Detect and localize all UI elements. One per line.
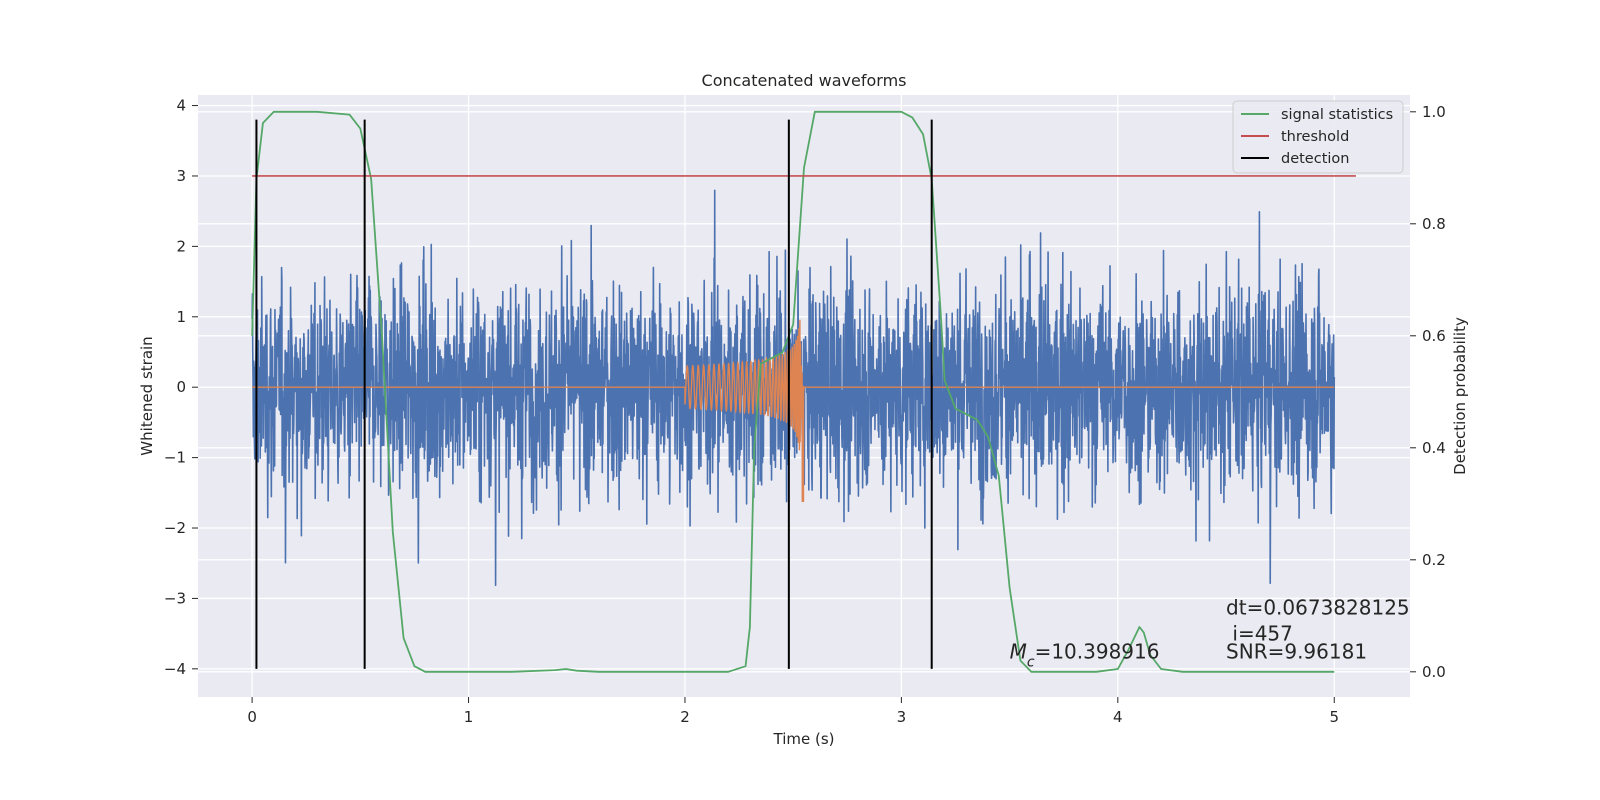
y2-tick-label: 0.6 (1422, 327, 1446, 345)
x-axis-label: Time (s) (773, 730, 835, 748)
chirp-mass-annotation: Mc=10.398916 (1010, 639, 1160, 670)
y-tick-label: 3 (176, 167, 186, 185)
legend-box (1232, 100, 1404, 174)
y2-tick-label: 0.0 (1422, 663, 1446, 681)
legend: signal statistics threshold detection (1232, 100, 1404, 174)
x-tick-label: 0 (247, 708, 257, 726)
chirp-mass-symbol: M (1010, 639, 1027, 663)
dt-annotation: dt=0.0673828125 (1226, 596, 1410, 620)
legend-label: signal statistics (1281, 107, 1393, 123)
y-tick-label: −1 (164, 449, 186, 467)
snr-annotation: SNR=9.96181 (1226, 639, 1367, 663)
series-signal-statistics-line (251, 110, 1335, 673)
chirp-mass-subscript: c (1027, 654, 1035, 670)
chart-title: Concatenated waveforms (702, 71, 907, 90)
x-tick-label: 3 (897, 708, 907, 726)
y-tick-label: 0 (176, 378, 186, 396)
y-tick-label: −3 (164, 589, 186, 607)
series-layer (251, 110, 1356, 673)
index-annotation: i=457 (1226, 622, 1293, 646)
y-tick-label: 4 (176, 97, 186, 115)
x-tick-label: 4 (1113, 708, 1123, 726)
y2-tick-label: 0.2 (1422, 551, 1446, 569)
y2-tick-label: 1.0 (1422, 103, 1446, 121)
series-chirp-line (252, 319, 1335, 502)
y-tick-label: 2 (176, 237, 186, 255)
x-tick-label: 1 (464, 708, 474, 726)
y-axis-label: Whitened strain (138, 336, 156, 455)
y2-axis-label: Detection probability (1451, 317, 1469, 475)
x-tick-label: 5 (1329, 708, 1339, 726)
y-tick-label: 1 (176, 308, 186, 326)
y-tick-label: −4 (164, 660, 186, 678)
chirp-mass-value: =10.398916 (1035, 639, 1160, 663)
y2-tick-label: 0.4 (1422, 439, 1446, 457)
x-tick-label: 2 (680, 708, 690, 726)
series-noise-line (251, 189, 1336, 587)
legend-label: detection (1281, 151, 1349, 167)
y2-tick-label: 0.8 (1422, 215, 1446, 233)
annotations: Mc=10.398916 dt=0.0673828125 i=457 SNR=9… (1010, 596, 1410, 671)
axes-layer: 0 1 2 3 4 5 4 3 2 1 0 −1 −2 −3 −4 1.0 0.8 0.6 0.4 0.2 0.0 (164, 97, 1446, 726)
legend-label: threshold (1281, 129, 1349, 145)
y-tick-label: −2 (164, 519, 186, 537)
